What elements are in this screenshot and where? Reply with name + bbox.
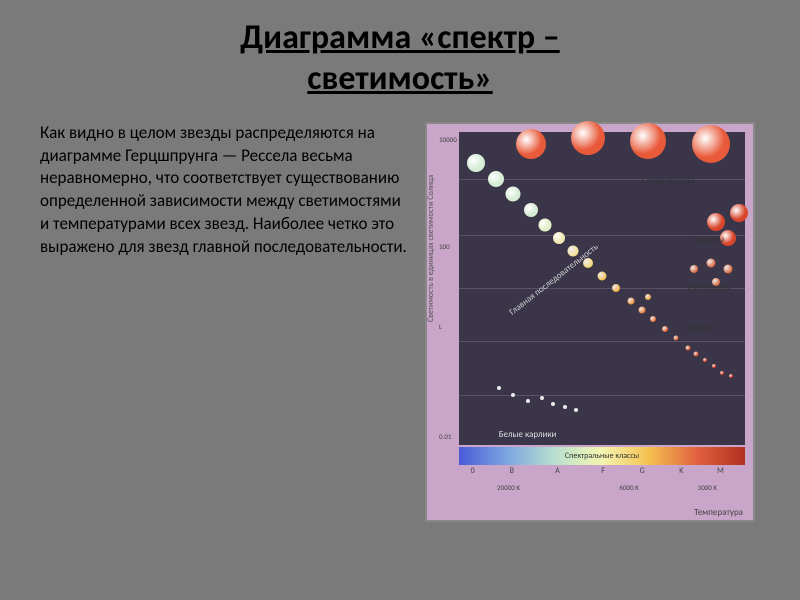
region-label: Гиганты (694, 234, 724, 245)
grid-line (459, 341, 745, 342)
title-line-1: Диаграмма «спектр – (240, 17, 559, 58)
spectral-band: Спектральные классы (459, 447, 745, 465)
star-point (506, 187, 521, 202)
content-row: Как видно в целом звезды распределяются … (40, 122, 760, 522)
hr-diagram: Спектральные классы Светимость в единица… (425, 122, 755, 522)
spectral-letter: A (555, 466, 560, 476)
y-axis-label: Светимость в единицах светимости Солнца (426, 174, 436, 321)
star-point (685, 345, 690, 350)
region-label: Субгиганты (688, 282, 731, 293)
region-label: Сверхгиганты (642, 175, 694, 186)
region-label: Белые карлики (499, 429, 557, 440)
star-point (662, 326, 668, 332)
star-point (650, 316, 656, 322)
star-point (598, 271, 607, 280)
star-point (712, 364, 716, 368)
star-point (639, 307, 646, 314)
star-point (538, 219, 551, 232)
star-point (540, 396, 544, 400)
star-point (553, 232, 565, 244)
star-point (497, 386, 501, 390)
star-point (574, 408, 578, 412)
star-point (703, 358, 707, 362)
star-point (690, 265, 698, 273)
star-point (563, 405, 567, 409)
star-point (707, 213, 725, 231)
star-point (516, 129, 546, 159)
star-point (526, 399, 530, 403)
body-text: Как видно в целом звезды распределяются … (40, 122, 410, 522)
star-point (524, 203, 538, 217)
spectral-letter: F (601, 466, 605, 476)
y-tick: 0.01 (439, 432, 451, 441)
spectral-letter: 0 (471, 466, 475, 476)
spectral-band-label: Спектральные классы (565, 451, 639, 461)
star-point (488, 171, 504, 187)
star-point (630, 123, 666, 159)
spectral-letter: K (679, 466, 683, 476)
star-point (674, 336, 679, 341)
star-point (511, 393, 515, 397)
star-point (730, 204, 748, 222)
star-point (706, 259, 715, 268)
spectral-letter: B (510, 466, 514, 476)
star-point (720, 371, 724, 375)
y-tick: 10000 (439, 135, 457, 144)
star-point (729, 374, 733, 378)
region-label: Солнце (688, 322, 716, 333)
star-point (645, 294, 651, 300)
y-tick: 100 (439, 242, 450, 251)
star-point (612, 284, 620, 292)
star-point (627, 297, 634, 304)
diagram-canvas: Спектральные классы Светимость в единица… (427, 124, 753, 520)
star-point (694, 351, 699, 356)
spectral-letter: M (717, 466, 724, 476)
star-point (551, 402, 555, 406)
y-tick: L (439, 322, 442, 331)
x-axis-label: Температура (694, 507, 743, 518)
slide: Диаграмма «спектр – светимость» Как видн… (0, 0, 800, 600)
spectral-letter: G (640, 466, 645, 476)
x-tick: 20000 K (497, 483, 520, 492)
star-point (571, 121, 605, 155)
star-point (467, 154, 485, 172)
title-line-2: светимость» (307, 58, 492, 99)
star-point (692, 125, 730, 163)
x-tick: 6000 K (619, 483, 638, 492)
x-tick: 3000 K (698, 483, 717, 492)
grid-line (459, 395, 745, 396)
star-point (723, 265, 732, 274)
slide-title: Диаграмма «спектр – светимость» (40, 18, 760, 100)
